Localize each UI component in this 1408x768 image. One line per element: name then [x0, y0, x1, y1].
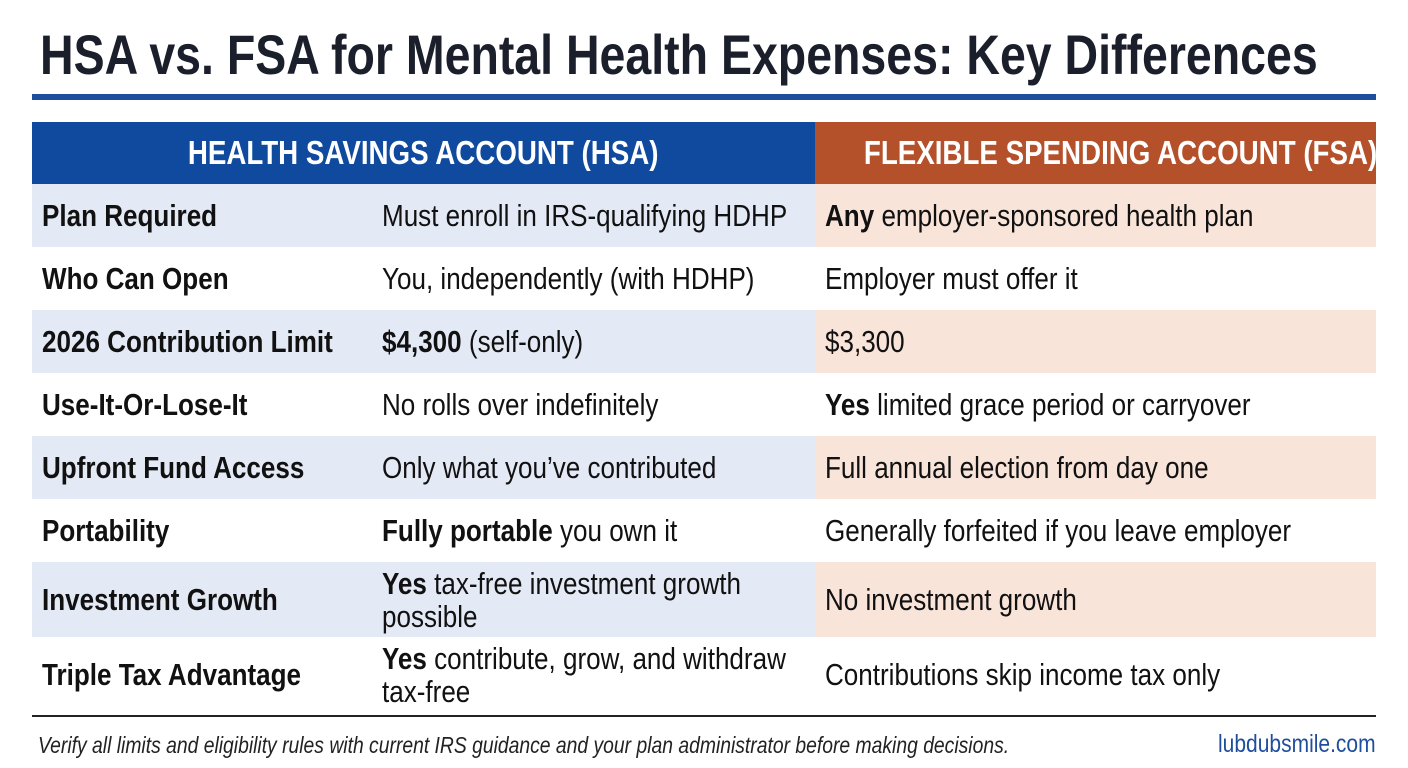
- fsa-cell: Employer must offer it: [815, 247, 1376, 310]
- cell-body: tax-free investment growth possible: [382, 565, 741, 634]
- note-text: Verify all limits and eligibility rules …: [38, 732, 1010, 758]
- row-label: 2026 Contribution Limit: [32, 310, 372, 373]
- fsa-cell: Contributions skip income tax only: [815, 637, 1376, 712]
- cell-body: Contributions skip income tax only: [825, 656, 1221, 692]
- cell-body: No rolls over indefinitely: [382, 386, 659, 422]
- title-rule: [32, 94, 1376, 100]
- header-text: HEALTH SAVINGS ACCOUNT (HSA): [188, 134, 659, 171]
- cell-body: limited grace period or carryover: [877, 386, 1251, 422]
- title: HSA vs. FSA for Mental Health Expenses: …: [40, 22, 1408, 87]
- fsa-cell: Full annual election from day one: [815, 436, 1376, 499]
- cell-emphasis: Yes: [825, 386, 870, 422]
- label-text: Use-It-Or-Lose-It: [42, 386, 248, 422]
- table-row: Upfront Fund Access Only what you’ve cont…: [32, 436, 1376, 499]
- hsa-header: HEALTH SAVINGS ACCOUNT (HSA): [32, 122, 815, 184]
- cell-body: Only what you’ve contributed: [382, 449, 717, 485]
- hsa-cell: You, independently (with HDHP): [372, 247, 815, 310]
- table-row: 2026 Contribution Limit $4,300 (self-only…: [32, 310, 1376, 373]
- cell-body: $3,300: [825, 323, 905, 359]
- comparison-table: HEALTH SAVINGS ACCOUNT (HSA) FLEXIBLE SP…: [32, 122, 1378, 712]
- cell-body: Must enroll in IRS-qualifying HDHP: [382, 197, 788, 233]
- title-text: HSA vs. FSA for Mental Health Expenses: …: [40, 23, 1318, 86]
- cell-text: No investment growth: [825, 582, 1288, 618]
- cell-text: Yes tax-free investment growth possible: [382, 567, 810, 633]
- label-text: Portability: [42, 512, 170, 548]
- table-row: Triple Tax Advantage Yes contribute, grow…: [32, 637, 1376, 712]
- cell-emphasis: $4,300: [382, 323, 462, 359]
- cell-body: Generally forfeited if you leave employe…: [825, 512, 1292, 548]
- label-text: Investment Growth: [42, 581, 278, 617]
- row-label: Upfront Fund Access: [32, 436, 372, 499]
- cell-text: Yes contribute, grow, and withdraw tax-f…: [382, 642, 810, 708]
- header-text: FLEXIBLE SPENDING ACCOUNT (FSA): [863, 134, 1378, 171]
- row-label: Portability: [32, 499, 372, 562]
- cell-text: Only what you’ve contributed: [382, 450, 746, 486]
- hsa-cell: Yes tax-free investment growth possible: [372, 562, 815, 637]
- label-text: Plan Required: [42, 197, 218, 233]
- cell-text: Generally forfeited if you leave employe…: [825, 512, 1292, 549]
- table-row: Use-It-Or-Lose-It No rolls over indefinit…: [32, 373, 1376, 436]
- row-label: Triple Tax Advantage: [32, 637, 372, 712]
- cell-body: Full annual election from day one: [825, 449, 1209, 485]
- cell-text: $4,300 (self-only): [382, 324, 746, 360]
- hsa-cell: Fully portable you own it: [372, 499, 815, 562]
- cell-text: Contributions skip income tax only: [825, 657, 1288, 693]
- cell-text: Fully portable you own it: [382, 513, 746, 549]
- cell-body: employer-sponsored health plan: [881, 197, 1254, 233]
- table-row: Plan Required Must enroll in IRS-qualifyi…: [32, 184, 1376, 247]
- cell-text: Must enroll in IRS-qualifying HDHP: [382, 198, 787, 234]
- cell-text: You, independently (with HDHP): [382, 261, 754, 297]
- row-label: Investment Growth: [32, 562, 372, 637]
- hsa-cell: No rolls over indefinitely: [372, 373, 815, 436]
- table-row: Portability Fully portable you own it Gene…: [32, 499, 1376, 562]
- footer-site: lubdubsmile.com: [1188, 730, 1376, 759]
- fsa-cell: No investment growth: [815, 562, 1376, 637]
- fsa-header: FLEXIBLE SPENDING ACCOUNT (FSA): [815, 122, 1378, 184]
- cell-body: you own it: [559, 512, 678, 548]
- row-label: Use-It-Or-Lose-It: [32, 373, 372, 436]
- cell-body: You, independently (with HDHP): [382, 260, 755, 296]
- fsa-cell: Any employer-sponsored health plan: [815, 184, 1376, 247]
- cell-text: Employer must offer it: [825, 261, 1288, 297]
- cell-body: No investment growth: [825, 581, 1077, 617]
- row-label: Who Can Open: [32, 247, 372, 310]
- header-row: HEALTH SAVINGS ACCOUNT (HSA) FLEXIBLE SP…: [32, 122, 1378, 184]
- cell-text: $3,300: [825, 324, 1288, 360]
- hsa-cell: Only what you’ve contributed: [372, 436, 815, 499]
- footer-note: Verify all limits and eligibility rules …: [38, 732, 1194, 759]
- cell-text: No rolls over indefinitely: [382, 387, 746, 423]
- label-text: Upfront Fund Access: [42, 449, 305, 485]
- hsa-cell: $4,300 (self-only): [372, 310, 815, 373]
- cell-text: Full annual election from day one: [825, 450, 1288, 486]
- label-text: 2026 Contribution Limit: [42, 323, 333, 359]
- cell-emphasis: Fully portable: [382, 512, 553, 548]
- fsa-cell: $3,300: [815, 310, 1376, 373]
- cell-text: Yes limited grace period or carryover: [825, 387, 1288, 423]
- row-label: Plan Required: [32, 184, 372, 247]
- label-text: Triple Tax Advantage: [42, 656, 302, 692]
- cell-body: contribute, grow, and withdraw tax-free: [382, 640, 786, 709]
- footer-rule: [32, 715, 1376, 717]
- cell-body: Employer must offer it: [825, 260, 1078, 296]
- table-body: Plan Required Must enroll in IRS-qualifyi…: [32, 184, 1376, 712]
- label-text: Who Can Open: [42, 260, 229, 296]
- fsa-cell: Generally forfeited if you leave employe…: [815, 499, 1376, 562]
- cell-emphasis: Any: [825, 197, 875, 233]
- table-row: Investment Growth Yes tax-free investment…: [32, 562, 1376, 637]
- cell-text: Any employer-sponsored health plan: [825, 198, 1288, 234]
- hsa-cell: Yes contribute, grow, and withdraw tax-f…: [372, 637, 815, 712]
- site-text: lubdubsmile.com: [1218, 730, 1376, 758]
- cell-body: (self-only): [468, 323, 584, 359]
- table-row: Who Can Open You, independently (with HDH…: [32, 247, 1376, 310]
- cell-emphasis: Yes: [382, 640, 427, 676]
- cell-emphasis: Yes: [382, 565, 427, 601]
- hsa-cell: Must enroll in IRS-qualifying HDHP: [372, 184, 815, 247]
- fsa-cell: Yes limited grace period or carryover: [815, 373, 1376, 436]
